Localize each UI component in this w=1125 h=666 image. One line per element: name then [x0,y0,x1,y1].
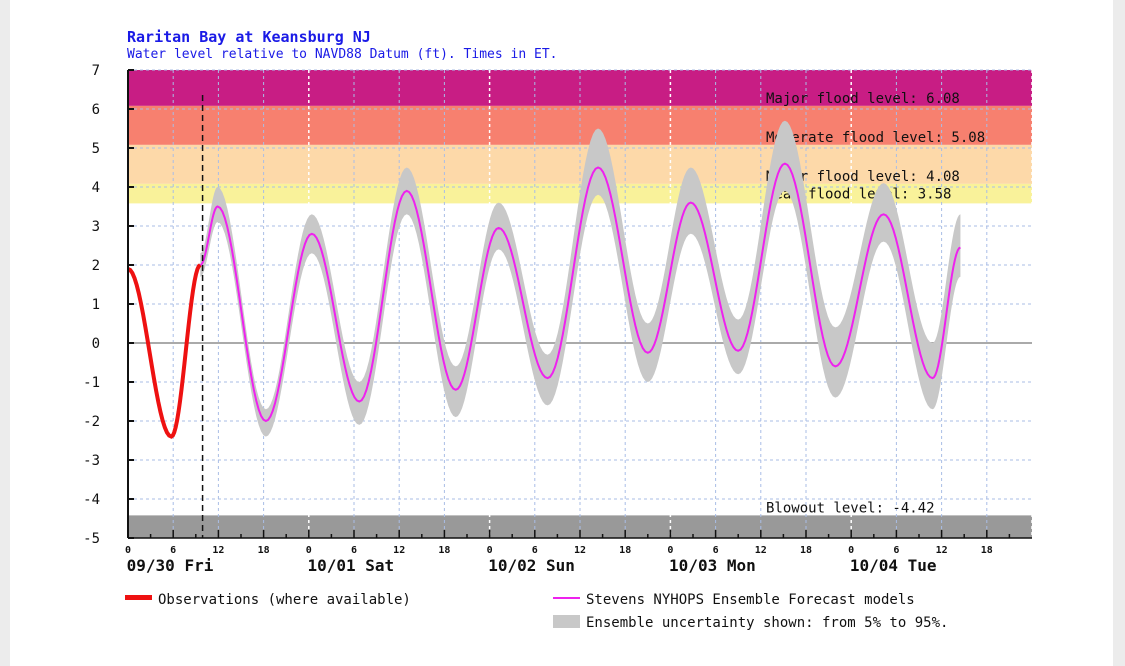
x-tick-label: 6 [170,545,176,556]
observations-line [127,263,202,439]
y-tick-label: 4 [92,180,100,196]
x-tick-label: 0 [125,545,131,556]
x-tick-label: 12 [393,545,405,556]
legend-forecast-label: Stevens NYHOPS Ensemble Forecast models [586,592,915,608]
y-tick-label: 1 [92,297,100,313]
day-label: 09/30 Fri [127,556,214,575]
y-tick-label: -4 [83,492,100,508]
threshold-label: Moderate flood level: 5.08 [766,130,985,146]
day-label: 10/03 Mon [669,556,756,575]
legend-observations-label: Observations (where available) [158,592,411,608]
day-label: 10/04 Tue [850,556,937,575]
y-tick-label: 0 [92,336,100,352]
threshold-label: Blowout level: -4.42 [766,500,935,516]
x-tick-label: 6 [351,545,357,556]
x-tick-label: 0 [667,545,673,556]
y-tick-label: 5 [92,141,100,157]
y-tick-label: -2 [83,414,100,430]
threshold-label: Near flood level: 3.58 [766,186,951,202]
x-tick-label: 18 [800,545,812,556]
x-tick-label: 0 [848,545,854,556]
x-tick-label: 0 [306,545,312,556]
chart-subtitle: Water level relative to NAVD88 Datum (ft… [127,47,557,62]
y-tick-label: -5 [83,531,100,547]
y-tick-label: 2 [92,258,100,274]
legend-uncertainty-label: Ensemble uncertainty shown: from 5% to 9… [586,615,948,631]
chart-title: Raritan Bay at Keansburg NJ [127,28,371,46]
forecast-line [199,162,961,423]
x-tick-label: 12 [936,545,948,556]
y-tick-label: 7 [92,63,100,79]
x-tick-label: 12 [212,545,224,556]
y-tick-label: -1 [83,375,100,391]
threshold-band [128,144,1032,184]
legend-observations-swatch [125,595,152,600]
threshold-label: Minor flood level: 4.08 [766,169,960,185]
day-label: 10/01 Sat [307,556,394,575]
day-label: 10/02 Sun [488,556,575,575]
threshold-band [128,70,1032,106]
x-tick-label: 18 [258,545,270,556]
y-tick-label: 3 [92,219,100,235]
x-tick-label: 6 [893,545,899,556]
y-tick-label: 6 [92,102,100,118]
legend-uncertainty-swatch [553,615,580,628]
x-tick-label: 6 [713,545,719,556]
x-tick-label: 0 [487,545,493,556]
x-tick-label: 12 [574,545,586,556]
y-tick-label: -3 [83,453,100,469]
x-tick-label: 18 [438,545,450,556]
x-tick-label: 6 [532,545,538,556]
x-tick-label: 18 [981,545,993,556]
x-tick-label: 12 [755,545,767,556]
threshold-label: Major flood level: 6.08 [766,91,960,107]
x-tick-label: 18 [619,545,631,556]
